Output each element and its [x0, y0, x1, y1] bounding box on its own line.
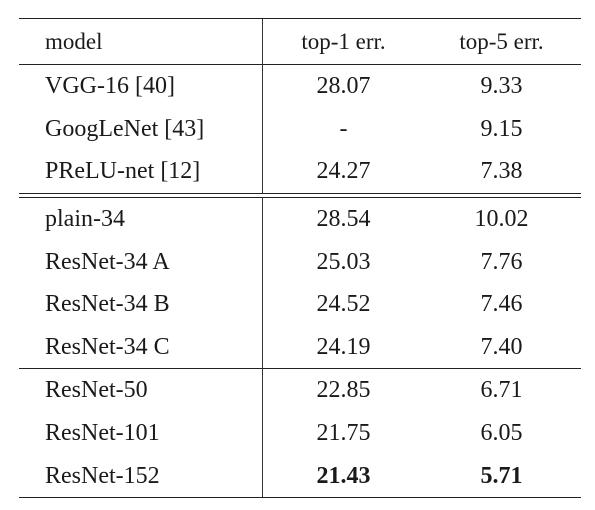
top1-err-cell: 24.52 [316, 291, 371, 318]
top1-err-cell: - [339, 115, 348, 142]
top5-err-cell: 7.76 [480, 248, 523, 275]
top-rule [19, 18, 581, 19]
top5-err-cell: 6.71 [480, 377, 523, 404]
top1-err-cell: 28.07 [316, 73, 371, 100]
top1-err-cell: 22.85 [316, 377, 371, 404]
top1-err-cell: 24.19 [316, 333, 371, 360]
table-row: plain-34 28.54 10.02 [19, 197, 581, 241]
model-cell: PReLU-net [12] [19, 150, 263, 193]
header-rule [19, 64, 581, 65]
table-row: ResNet-34 B 24.52 7.46 [19, 282, 581, 326]
header-top1-err: top-1 err. [301, 29, 386, 54]
model-cell: VGG-16 [40] [19, 65, 263, 108]
top5-err-cell: 9.15 [480, 115, 523, 142]
top1-err-cell: 28.54 [316, 206, 371, 233]
results-table: model top-1 err. top-5 err. VGG-16 [40] 2… [19, 18, 581, 498]
top1-err-cell: 25.03 [316, 248, 371, 275]
top5-err-cell: 7.38 [480, 158, 523, 185]
model-cell: GoogLeNet [43] [19, 107, 263, 151]
top5-err-cell: 10.02 [474, 206, 529, 233]
model-cell: ResNet-34 A [19, 240, 263, 283]
table-row: ResNet-101 21.75 6.05 [19, 411, 581, 455]
top5-err-cell: 9.33 [480, 73, 523, 100]
table-row: ResNet-34 A 25.03 7.76 [19, 240, 581, 283]
top5-err-cell: 6.05 [480, 420, 523, 447]
header-top5-err: top-5 err. [459, 29, 544, 54]
table-body: VGG-16 [40] 28.07 9.33 GoogLeNet [43] - 9.15 P… [19, 65, 581, 497]
top5-err-cell: 7.46 [480, 291, 523, 318]
double-rule-upper [19, 192, 581, 194]
top1-err-cell: 21.43 [316, 462, 371, 489]
top1-err-cell: 21.75 [316, 420, 371, 447]
double-rule-lower [19, 196, 581, 198]
top5-err-cell: 5.71 [480, 462, 523, 489]
model-cell: ResNet-50 [19, 369, 263, 412]
model-cell: ResNet-101 [19, 411, 263, 455]
table-row: ResNet-34 C 24.19 7.40 [19, 325, 581, 369]
model-cell: plain-34 [19, 197, 263, 241]
table-row: PReLU-net [12] 24.27 7.38 [19, 150, 581, 193]
bottom-rule [19, 496, 581, 498]
model-cell: ResNet-34 B [19, 282, 263, 326]
header-model: model [19, 19, 263, 64]
table-row: ResNet-152 21.43 5.71 [19, 454, 581, 497]
top5-err-cell: 7.40 [480, 333, 523, 360]
table-row: GoogLeNet [43] - 9.15 [19, 107, 581, 151]
group-rule [19, 368, 581, 370]
table-row: VGG-16 [40] 28.07 9.33 [19, 65, 581, 108]
top1-err-cell: 24.27 [316, 158, 371, 185]
model-cell: ResNet-152 [19, 454, 263, 497]
table-row: ResNet-50 22.85 6.71 [19, 369, 581, 412]
header-row: model top-1 err. top-5 err. [19, 19, 581, 64]
model-cell: ResNet-34 C [19, 325, 263, 369]
